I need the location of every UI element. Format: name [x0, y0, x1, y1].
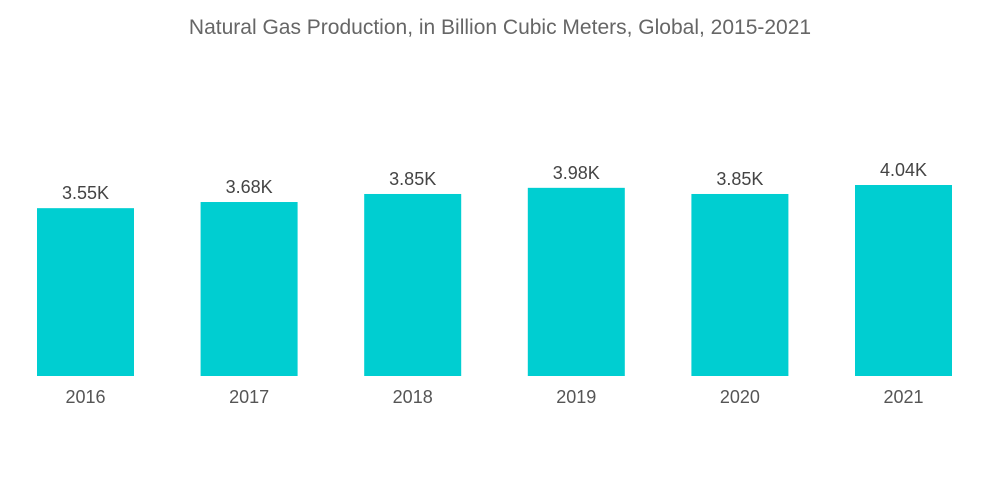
x-tick-label: 2021 — [883, 387, 923, 407]
x-tick-label: 2018 — [393, 387, 433, 407]
bar-2019 — [527, 187, 625, 376]
x-tick-label: 2017 — [229, 387, 269, 407]
x-tick-label: 2019 — [556, 387, 596, 407]
data-label: 3.85K — [389, 169, 436, 189]
bar-2018 — [364, 193, 462, 376]
data-label: 3.55K — [62, 183, 109, 203]
chart-title: Natural Gas Production, in Billion Cubic… — [188, 16, 812, 39]
data-label: 4.04K — [880, 160, 927, 180]
bar-2016 — [37, 208, 134, 376]
bar-2017 — [200, 202, 298, 376]
bar-2021 — [855, 185, 952, 376]
x-tick-label: 2016 — [65, 387, 105, 407]
data-label: 3.85K — [716, 169, 763, 189]
data-label: 3.98K — [553, 163, 600, 183]
data-label: 3.68K — [226, 177, 273, 197]
x-tick-label: 2020 — [720, 387, 760, 407]
bar-2020 — [691, 193, 789, 376]
